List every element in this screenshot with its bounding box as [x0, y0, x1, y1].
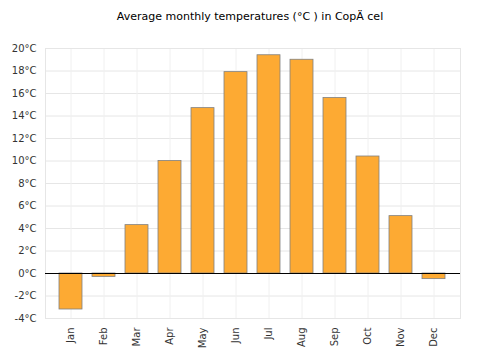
- svg-text:16°C: 16°C: [12, 88, 37, 99]
- svg-text:2°C: 2°C: [18, 245, 36, 256]
- svg-text:-2°C: -2°C: [15, 290, 37, 301]
- svg-text:4°C: 4°C: [18, 223, 36, 234]
- svg-text:Jun: Jun: [230, 328, 241, 345]
- svg-text:0°C: 0°C: [18, 268, 36, 279]
- svg-text:Apr: Apr: [164, 327, 175, 345]
- svg-text:May: May: [197, 327, 208, 348]
- svg-text:Jul: Jul: [263, 328, 274, 341]
- svg-text:Nov: Nov: [395, 327, 406, 347]
- svg-text:14°C: 14°C: [12, 110, 37, 121]
- svg-text:18°C: 18°C: [12, 65, 37, 76]
- svg-text:6°C: 6°C: [18, 200, 36, 211]
- svg-text:Mar: Mar: [131, 327, 142, 347]
- svg-text:Jan: Jan: [65, 328, 76, 344]
- svg-text:Dec: Dec: [428, 328, 439, 347]
- svg-text:Oct: Oct: [362, 327, 373, 344]
- svg-text:Feb: Feb: [98, 328, 109, 346]
- svg-text:-4°C: -4°C: [15, 313, 37, 324]
- svg-text:Sep: Sep: [329, 328, 340, 347]
- svg-text:10°C: 10°C: [12, 155, 37, 166]
- svg-text:20°C: 20°C: [12, 43, 37, 54]
- svg-text:Aug: Aug: [296, 328, 307, 348]
- html-text:Average monthly temperatures (: Average monthly temperatures (°C ) in Co…: [116, 10, 384, 23]
- svg-text:12°C: 12°C: [12, 133, 37, 144]
- svg-text:8°C: 8°C: [18, 178, 36, 189]
